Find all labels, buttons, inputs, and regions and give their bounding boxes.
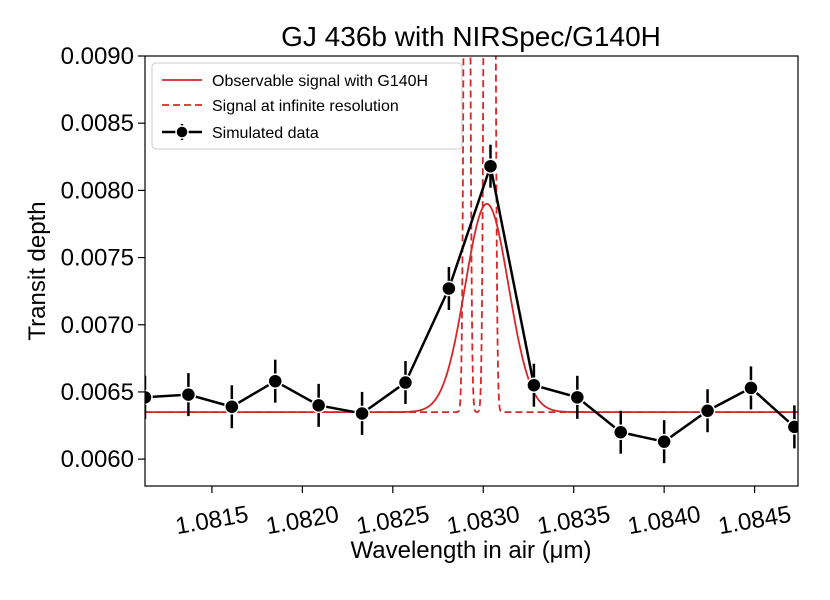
x-tick-label: 1.0840 bbox=[626, 501, 703, 540]
legend-label-infinite-resolution: Signal at infinite resolution bbox=[212, 98, 399, 115]
series-line-observable-signal bbox=[145, 202, 798, 413]
legend: Observable signal with G140H Signal at i… bbox=[151, 62, 463, 150]
y-tick-label: 0.0070 bbox=[61, 312, 134, 339]
x-tick-label: 1.0820 bbox=[264, 501, 341, 540]
x-axis-ticks: 1.0815 1.0820 1.0825 1.0830 1.0835 1.0840 1.08… bbox=[174, 486, 793, 540]
legend-box bbox=[151, 62, 463, 150]
chart-title: GJ 436b with NIRSpec/G140H bbox=[281, 21, 661, 52]
legend-label-observable-signal: Observable signal with G140H bbox=[212, 73, 428, 90]
data-point bbox=[145, 389, 153, 406]
x-tick-label: 1.0830 bbox=[445, 501, 522, 540]
x-tick-label: 1.0815 bbox=[174, 501, 251, 540]
legend-swatch-simulated-data-marker bbox=[175, 125, 189, 139]
x-axis-label: Wavelength in air (μm) bbox=[350, 537, 591, 564]
data-point bbox=[612, 424, 629, 440]
data-point bbox=[699, 403, 716, 419]
legend-label-simulated-data: Simulated data bbox=[212, 125, 319, 142]
plot-frame bbox=[144, 55, 799, 487]
data-point bbox=[526, 377, 542, 393]
y-tick-label: 0.0060 bbox=[61, 446, 134, 473]
data-point bbox=[743, 380, 759, 396]
x-tick-label: 1.0835 bbox=[535, 501, 612, 540]
x-tick-label: 1.0825 bbox=[354, 501, 431, 540]
y-axis-ticks: 0.0060 0.0065 0.0070 0.0075 0.0080 0.0085 0.00… bbox=[61, 43, 145, 473]
data-point bbox=[267, 373, 283, 389]
y-tick-label: 0.0085 bbox=[61, 110, 134, 137]
data-point bbox=[441, 280, 457, 297]
data-point bbox=[656, 433, 672, 450]
y-tick-label: 0.0080 bbox=[61, 177, 134, 204]
data-point bbox=[397, 374, 414, 391]
y-tick-label: 0.0090 bbox=[61, 43, 134, 70]
data-point bbox=[354, 405, 370, 422]
y-axis-label: Transit depth bbox=[24, 201, 51, 340]
x-tick-label: 1.0845 bbox=[716, 501, 793, 540]
data-point bbox=[482, 158, 499, 174]
series-line-simulated-data bbox=[145, 161, 796, 443]
data-point bbox=[786, 419, 798, 435]
y-tick-label: 0.0065 bbox=[61, 379, 134, 406]
series-line-infinite-resolution bbox=[145, 56, 798, 413]
simulated-data-points bbox=[145, 144, 798, 464]
plot-area bbox=[145, 56, 798, 464]
data-point bbox=[180, 386, 197, 403]
data-point bbox=[310, 397, 327, 414]
y-tick-label: 0.0075 bbox=[61, 245, 134, 272]
data-point bbox=[569, 389, 586, 406]
data-point bbox=[224, 398, 240, 415]
